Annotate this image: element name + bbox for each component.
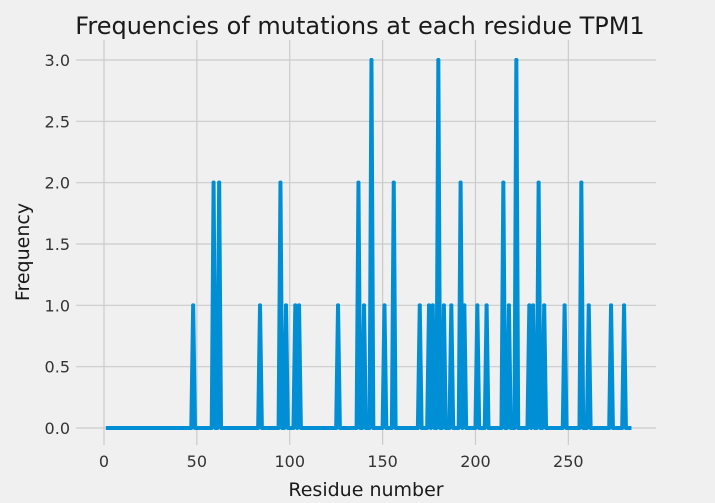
data-point — [293, 303, 298, 308]
x-tick-label: 50 — [187, 452, 207, 471]
data-point — [462, 303, 467, 308]
data-point — [475, 303, 480, 308]
data-point — [356, 180, 361, 185]
x-tick-label: 0 — [99, 452, 109, 471]
data-point — [278, 180, 283, 185]
series-layer — [105, 58, 632, 430]
data-point — [441, 303, 446, 308]
data-point — [609, 303, 614, 308]
data-point — [501, 180, 506, 185]
data-point — [191, 303, 196, 308]
y-tick-label: 0.5 — [45, 358, 70, 377]
data-point — [391, 180, 396, 185]
data-point — [382, 303, 387, 308]
x-tick-label: 250 — [553, 452, 584, 471]
x-tick-label: 100 — [274, 452, 305, 471]
data-point — [284, 303, 289, 308]
y-tick-label: 3.0 — [45, 51, 70, 70]
data-point — [484, 303, 489, 308]
data-point — [430, 303, 435, 308]
data-point — [586, 303, 591, 308]
y-tick-label: 0.0 — [45, 419, 70, 438]
data-point — [449, 303, 454, 308]
data-point — [362, 303, 367, 308]
data-point — [531, 303, 536, 308]
data-point — [217, 180, 222, 185]
data-point — [417, 303, 422, 308]
x-tick-label: 150 — [367, 452, 398, 471]
data-point — [436, 58, 441, 62]
data-point — [542, 303, 547, 308]
data-point — [427, 303, 432, 308]
data-point — [536, 180, 541, 185]
data-point — [297, 303, 302, 308]
data-point — [336, 303, 341, 308]
y-tick-label: 2.5 — [45, 112, 70, 131]
x-tick-label: 200 — [460, 452, 491, 471]
y-tick-labels: 0.0 0.5 1.0 1.5 2.0 2.5 3.0 — [45, 51, 70, 438]
data-point — [506, 303, 511, 308]
data-point — [211, 180, 216, 185]
data-point — [579, 180, 584, 185]
x-axis-label: Residue number — [288, 479, 443, 501]
data-point — [514, 58, 519, 62]
data-point — [622, 303, 627, 308]
data-point — [562, 303, 567, 308]
y-axis-label: Frequency — [12, 203, 34, 301]
y-tick-label: 1.0 — [45, 296, 70, 315]
data-point — [527, 303, 532, 308]
data-point — [258, 303, 263, 308]
grid — [76, 40, 656, 445]
series-line — [105, 58, 632, 430]
data-point — [369, 58, 374, 62]
y-tick-label: 1.5 — [45, 235, 70, 254]
y-tick-label: 2.0 — [45, 174, 70, 193]
x-tick-labels: 0 50 100 150 200 250 — [99, 452, 584, 471]
chart-title: Frequencies of mutations at each residue… — [75, 12, 644, 40]
data-point — [458, 180, 463, 185]
